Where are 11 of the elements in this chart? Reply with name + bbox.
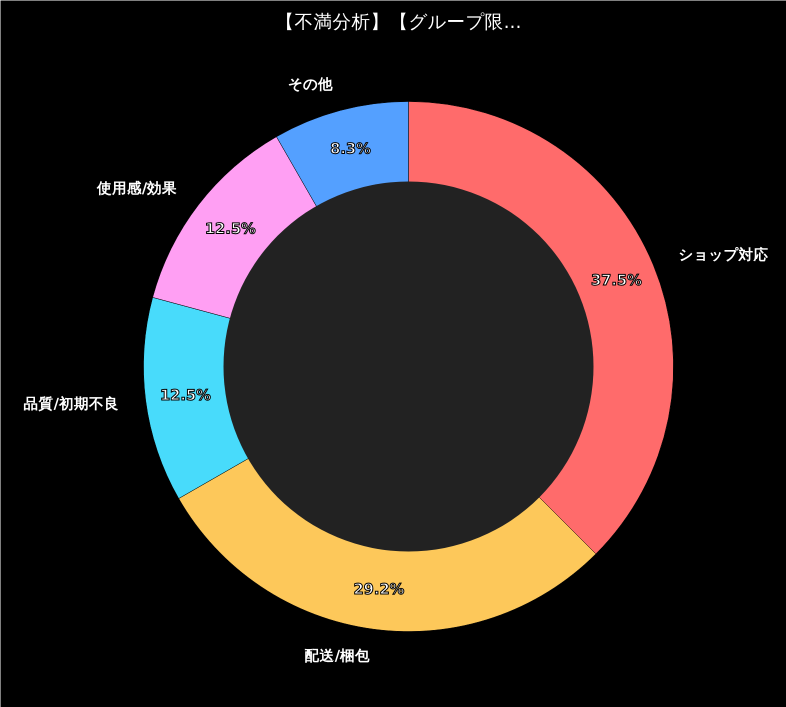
data-label: 12.5%	[204, 220, 256, 238]
slice-label: 配送/梱包	[304, 647, 372, 664]
data-label: 12.5%	[160, 386, 212, 404]
data-label: 8.3%	[330, 140, 372, 158]
data-label: 29.2%	[353, 581, 405, 598]
data-label: 37.5%	[590, 272, 642, 289]
slice-label: 使用感/効果	[96, 180, 178, 197]
slice-label: 品質/初期不良	[24, 394, 119, 413]
slice-label: その他	[288, 76, 334, 93]
slice-label: ショップ対応	[678, 245, 768, 264]
chart-title: 【不満分析】【グループ限...	[276, 12, 522, 33]
